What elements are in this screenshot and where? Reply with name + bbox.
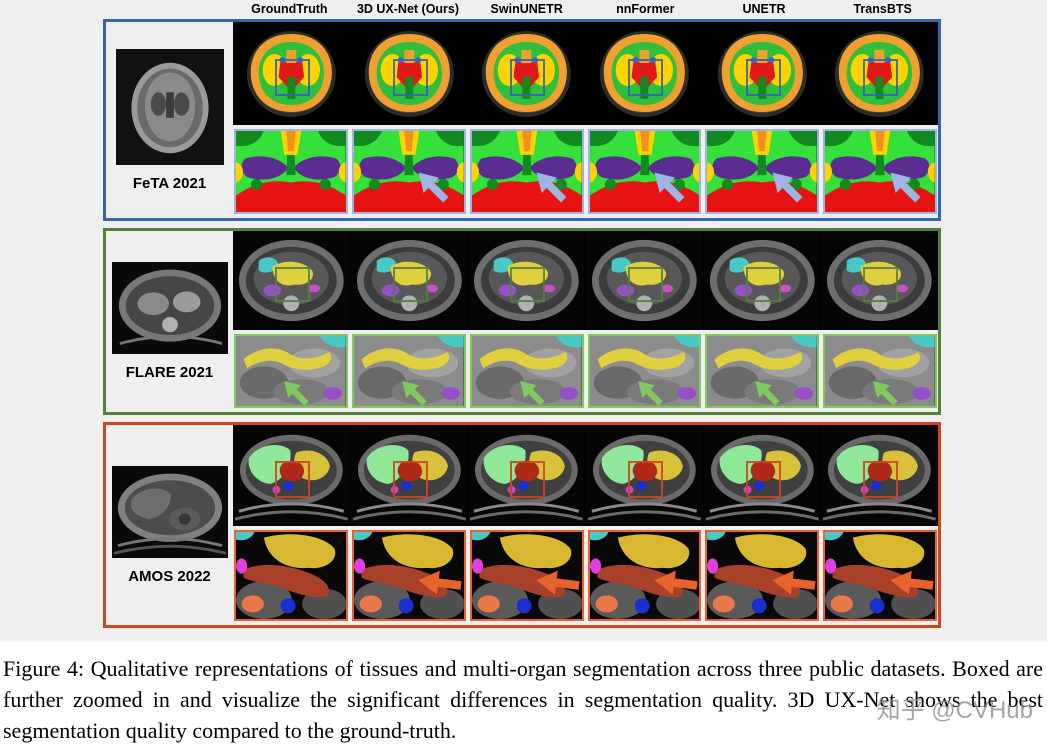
- zoom-region-box: [274, 59, 310, 97]
- zoom-region-box: [863, 266, 899, 303]
- col-header-swinunetr: SwinUNETR: [490, 2, 563, 16]
- flare-zoom-nnformer: [587, 334, 702, 408]
- panel-flare-left: FLARE 2021: [106, 231, 233, 412]
- amos-seg-swinunetr: [468, 425, 585, 526]
- annotation-arrow-icon: [636, 379, 664, 407]
- feta-zoom-unetr: [705, 129, 820, 214]
- zoom-region-box: [510, 461, 546, 498]
- dataset-label-flare: FLARE 2021: [125, 364, 214, 381]
- amos-seg-unetr: [703, 425, 821, 526]
- annotation-arrow-icon: [770, 170, 804, 204]
- flare-zoom-transbts: [823, 334, 937, 408]
- amos-segmentation-row: [233, 425, 938, 526]
- feta-seg-unetr: [703, 22, 821, 125]
- zoom-region-box: [392, 266, 428, 303]
- amos-seg-transbts: [821, 425, 938, 526]
- amos-zoom-transbts: [823, 530, 937, 621]
- feta-segmentation-row: [233, 22, 938, 125]
- panel-flare-images: [233, 231, 938, 412]
- flare-reference-ct-image: [111, 262, 228, 354]
- feta-zoom-3d-ux-net: [351, 129, 466, 214]
- amos-zoom-row: [233, 530, 938, 621]
- zoom-region-box: [510, 59, 546, 97]
- zoom-region-box: [627, 461, 663, 498]
- amos-zoom-3d-ux-net: [351, 530, 466, 621]
- flare-seg-nnformer: [585, 231, 703, 330]
- zoom-region-box: [392, 59, 428, 97]
- amos-zoom-nnformer: [587, 530, 702, 621]
- flare-zoom-groundtruth: [234, 334, 348, 408]
- dataset-label-feta: FeTA 2021: [132, 174, 207, 192]
- flare-zoom-row: [233, 334, 938, 408]
- flare-zoom-unetr: [705, 334, 820, 408]
- zoom-region-box: [274, 461, 310, 498]
- panel-amos-left: AMOS 2022: [106, 425, 233, 625]
- feta-zoom-swinunetr: [469, 129, 584, 214]
- figure-caption: Figure 4: Qualitative representations of…: [3, 656, 1043, 744]
- zoom-region-box: [627, 59, 663, 97]
- flare-seg-3d-ux-net: [350, 231, 468, 330]
- feta-seg-nnformer: [585, 22, 703, 125]
- zoom-region-box: [863, 461, 899, 498]
- flare-segmentation-row: [233, 231, 938, 330]
- watermark: 知乎 @CVHub: [876, 697, 1033, 724]
- feta-zoom-groundtruth: [234, 129, 348, 214]
- feta-zoom-row: [233, 129, 938, 214]
- amos-seg-nnformer: [585, 425, 703, 526]
- zoom-region-box: [745, 461, 781, 498]
- zoom-region-box: [745, 266, 781, 303]
- zoom-region-box: [274, 266, 310, 303]
- zoom-region-box: [627, 266, 663, 303]
- feta-zoom-nnformer: [587, 129, 702, 214]
- panel-feta-2021: FeTA 2021: [103, 19, 941, 221]
- amos-reference-ct-image: [111, 465, 228, 558]
- zoom-region-box: [510, 266, 546, 303]
- feta-seg-groundtruth: [233, 22, 350, 125]
- col-header-unetr: UNETR: [742, 2, 786, 16]
- feta-seg-3d-ux-net: [350, 22, 468, 125]
- annotation-arrow-icon: [416, 170, 450, 204]
- feta-seg-swinunetr: [468, 22, 585, 125]
- dataset-label-amos: AMOS 2022: [128, 567, 211, 585]
- feta-reference-mri-image: [115, 48, 224, 165]
- annotation-arrow-icon: [652, 170, 686, 204]
- zoom-region-box: [745, 59, 781, 97]
- flare-zoom-swinunetr: [469, 334, 584, 408]
- amos-seg-groundtruth: [233, 425, 350, 526]
- annotation-arrow-icon: [888, 170, 922, 204]
- figure-4: GroundTruth 3D UX-Net (Ours) SwinUNETR n…: [0, 0, 1047, 641]
- feta-zoom-transbts: [823, 129, 937, 214]
- col-header-3d-ux-net: 3D UX-Net (Ours): [356, 2, 460, 16]
- column-headers: GroundTruth 3D UX-Net (Ours) SwinUNETR n…: [230, 1, 942, 19]
- annotation-arrow-icon: [753, 379, 781, 407]
- annotation-arrow-icon: [534, 170, 568, 204]
- panel-feta-left: FeTA 2021: [106, 22, 233, 218]
- flare-zoom-3d-ux-net: [351, 334, 466, 408]
- zoom-region-box: [863, 59, 899, 97]
- zoom-region-box: [392, 461, 428, 498]
- panel-amos-images: [233, 425, 938, 625]
- amos-zoom-unetr: [705, 530, 820, 621]
- annotation-arrow-icon: [518, 379, 546, 407]
- col-header-groundtruth: GroundTruth: [251, 2, 328, 16]
- col-header-nnformer: nnFormer: [616, 2, 675, 16]
- flare-seg-transbts: [821, 231, 938, 330]
- annotation-arrow-icon: [871, 379, 899, 407]
- flare-seg-swinunetr: [468, 231, 585, 330]
- annotation-arrow-icon: [282, 379, 310, 407]
- annotation-arrow-icon: [400, 379, 428, 407]
- amos-seg-3d-ux-net: [350, 425, 468, 526]
- amos-zoom-swinunetr: [469, 530, 584, 621]
- panel-flare-2021: FLARE 2021: [103, 228, 941, 415]
- flare-seg-groundtruth: [233, 231, 350, 330]
- feta-seg-transbts: [821, 22, 938, 125]
- panel-amos-2022: AMOS 2022: [103, 422, 941, 628]
- col-header-transbts: TransBTS: [853, 2, 912, 16]
- flare-seg-unetr: [703, 231, 821, 330]
- amos-zoom-groundtruth: [234, 530, 348, 621]
- panel-feta-images: [233, 22, 938, 218]
